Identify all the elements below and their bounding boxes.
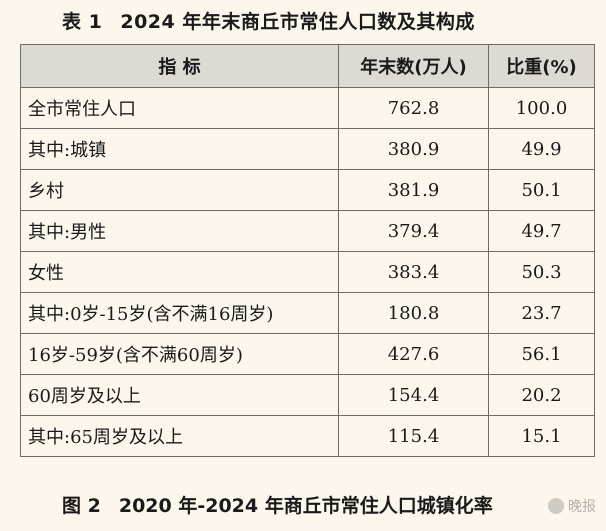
row-value: 762.8 [338,87,489,129]
row-value: 379.4 [338,210,489,252]
figure-caption-label: 图 2 [62,494,101,517]
figure-caption: 图 2 2020 年-2024 年商丘市常住人口城镇化率 [0,484,606,524]
row-value: 383.4 [338,251,489,293]
row-share: 50.1 [488,169,595,211]
row-indicator: 其中:男性 [20,210,339,252]
row-indicator: 其中:0岁-15岁(含不满16周岁) [20,292,339,334]
column-header-share: 比重(%) [488,44,595,88]
column-header-value: 年末数(万人) [338,44,489,88]
row-share: 49.9 [488,128,595,170]
row-value: 427.6 [338,333,489,375]
row-share: 100.0 [488,87,595,129]
row-indicator: 全市常住人口 [20,87,339,129]
row-share: 50.3 [488,251,595,293]
table-row: 其中:65周岁及以上 115.4 15.1 [20,415,595,457]
table-title-text: 2024 年年末商丘市常住人口数及其构成 [120,10,475,33]
column-header-indicator: 指 标 [20,44,339,88]
table-row: 60周岁及以上 154.4 20.2 [20,374,595,416]
row-value: 180.8 [338,292,489,334]
row-value: 154.4 [338,374,489,416]
row-share: 20.2 [488,374,595,416]
row-share: 56.1 [488,333,595,375]
table-row: 女性 383.4 50.3 [20,251,595,293]
row-share: 23.7 [488,292,595,334]
table-row: 其中:男性 379.4 49.7 [20,210,595,252]
table-title-label: 表 1 [62,10,103,33]
row-indicator: 其中:城镇 [20,128,339,170]
row-value: 115.4 [338,415,489,457]
table-row: 乡村 381.9 50.1 [20,169,595,211]
row-value: 380.9 [338,128,489,170]
table-header-row: 指 标 年末数(万人) 比重(%) [20,44,595,88]
table-row: 其中:城镇 380.9 49.9 [20,128,595,170]
row-indicator: 16岁-59岁(含不满60周岁) [20,333,339,375]
watermark: 晚报 [548,496,596,516]
row-share: 49.7 [488,210,595,252]
population-table: 指 标 年末数(万人) 比重(%) 全市常住人口 762.8 100.0 其中:… [20,44,595,457]
table-title: 表 1 2024 年年末商丘市常住人口数及其构成 [0,0,606,40]
row-indicator: 女性 [20,251,339,293]
table-row: 其中:0岁-15岁(含不满16周岁) 180.8 23.7 [20,292,595,334]
row-indicator: 乡村 [20,169,339,211]
table-row: 16岁-59岁(含不满60周岁) 427.6 56.1 [20,333,595,375]
figure-caption-text: 2020 年-2024 年商丘市常住人口城镇化率 [118,494,493,517]
row-value: 381.9 [338,169,489,211]
table-row: 全市常住人口 762.8 100.0 [20,87,595,129]
row-indicator: 其中:65周岁及以上 [20,415,339,457]
row-share: 15.1 [488,415,595,457]
logo-icon [548,498,564,514]
watermark-text: 晚报 [568,499,596,515]
row-indicator: 60周岁及以上 [20,374,339,416]
